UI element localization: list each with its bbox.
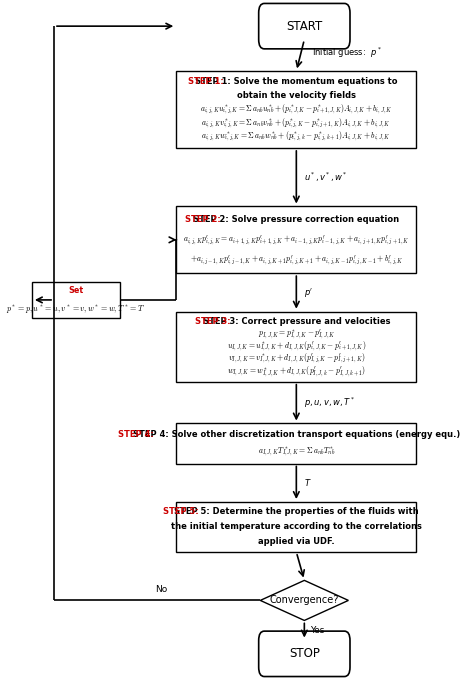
Text: $a_{i,j,K}w^*_{i,j,K} = \Sigma\, a_{nb}w^*_{nb} + (p^*_{i,j,k} - p^*_{i,j,k+1})A: $a_{i,j,K}w^*_{i,j,K} = \Sigma\, a_{nb}w… <box>201 130 391 144</box>
Text: $u^*, v^*, w^*$: $u^*, v^*, w^*$ <box>304 171 348 184</box>
Text: the initial temperature according to the correlations: the initial temperature according to the… <box>171 523 422 532</box>
Text: START: START <box>286 20 322 33</box>
Text: STEP 3: Correct pressure and velocities: STEP 3: Correct pressure and velocities <box>202 317 390 326</box>
Text: applied via UDF.: applied via UDF. <box>258 538 335 546</box>
Bar <box>176 312 417 382</box>
Text: STEP 1:: STEP 1: <box>188 77 224 87</box>
Text: obtain the velocity fields: obtain the velocity fields <box>237 92 356 100</box>
Text: Initial guess:  $p^*$: Initial guess: $p^*$ <box>312 45 383 60</box>
FancyBboxPatch shape <box>259 3 350 49</box>
Text: $a_{i,j,K}p^{\prime}_{i,j,K} = a_{i+1,j,K}p^{\prime}_{i+1,j,K} + a_{i-1,j,K}p^{\: $a_{i,j,K}p^{\prime}_{i,j,K} = a_{i+1,j,… <box>183 233 410 247</box>
Bar <box>176 424 417 464</box>
Text: STEP 1: Solve the momentum equations to: STEP 1: Solve the momentum equations to <box>195 77 398 87</box>
Bar <box>32 281 120 318</box>
Bar <box>176 71 417 148</box>
Text: Set: Set <box>69 286 83 295</box>
Text: STOP: STOP <box>289 647 320 660</box>
Text: STEP 4: Solve other discretization transport equations (energy equ.): STEP 4: Solve other discretization trans… <box>133 430 460 439</box>
Text: $a_{i,j,K}v^*_{i,j,K} = \Sigma\, a_{nb}v^*_{nb} + (p^*_{i,j,K} - p^*_{i,j+1,K})A: $a_{i,j,K}v^*_{i,j,K} = \Sigma\, a_{nb}v… <box>201 117 391 131</box>
Text: STEP 2: Solve pressure correction equation: STEP 2: Solve pressure correction equati… <box>193 216 400 224</box>
Text: STEP 4:: STEP 4: <box>118 430 154 439</box>
Text: $T$: $T$ <box>304 477 312 488</box>
Text: $p^{\prime}$: $p^{\prime}$ <box>304 286 314 299</box>
Text: $p^* = p, u^* = u, v^* = v, w^* = w, T^* = T$: $p^* = p, u^* = u, v^* = v, w^* = w, T^*… <box>7 303 146 315</box>
Text: $w_{I,J,K} = w^*_{I,J,K} + d_{I,J,K}(p^{\prime}_{I,J,k} - p^{\prime}_{I,J,k+1})$: $w_{I,J,K} = w^*_{I,J,K} + d_{I,J,K}(p^{… <box>227 365 366 379</box>
Polygon shape <box>260 580 348 620</box>
Text: Yes: Yes <box>310 626 325 635</box>
Text: $p_{I,J,K} = p^*_{I,J,K} - p^{\prime}_{I,J,K}$: $p_{I,J,K} = p^*_{I,J,K} - p^{\prime}_{I… <box>257 327 335 341</box>
Text: STEP 5: Determine the properties of the fluids with: STEP 5: Determine the properties of the … <box>174 507 419 517</box>
Text: $v_{I,J,K} = v^*_{I,J,K} + d_{I,J,K}(p^{\prime}_{I,j,K} - p^{\prime}_{I,j+1,K})$: $v_{I,J,K} = v^*_{I,J,K} + d_{I,J,K}(p^{… <box>228 352 365 366</box>
Text: $p, u, v, w, T^*$: $p, u, v, w, T^*$ <box>304 395 356 410</box>
Text: STEP 3:: STEP 3: <box>195 317 230 326</box>
Text: STEP 2:: STEP 2: <box>185 216 220 224</box>
Text: STEP 5:: STEP 5: <box>164 507 199 517</box>
Bar <box>176 206 417 273</box>
Text: $+ a_{i,j-1,K}p^{\prime}_{i,j-1,K} + a_{i,j,K+1}p^{\prime}_{i,j,K+1} + a_{i,j,K-: $+ a_{i,j-1,K}p^{\prime}_{i,j-1,K} + a_{… <box>190 253 403 267</box>
Text: No: No <box>155 584 167 594</box>
Text: $a_{I,J,K}T^*_{I,J,K} = \Sigma\, a_{nb}T^*_{nb}$: $a_{I,J,K}T^*_{I,J,K} = \Sigma\, a_{nb}T… <box>258 446 335 459</box>
Text: $a_{i,j,K}u^*_{i,j,K} = \Sigma\, a_{nb}u^*_{nb} + (p^*_{i,J,K} - p^*_{i+1,J,K})A: $a_{i,j,K}u^*_{i,j,K} = \Sigma\, a_{nb}u… <box>200 102 392 117</box>
Bar <box>176 502 417 552</box>
Text: Convergence?: Convergence? <box>270 595 339 605</box>
Text: $u_{I,J,K} = u^*_{I,J,K} + d_{I,J,K}(p^{\prime}_{i,J,K} - p^{\prime}_{i+1,J,K})$: $u_{I,J,K} = u^*_{I,J,K} + d_{I,J,K}(p^{… <box>227 340 366 354</box>
FancyBboxPatch shape <box>259 631 350 677</box>
